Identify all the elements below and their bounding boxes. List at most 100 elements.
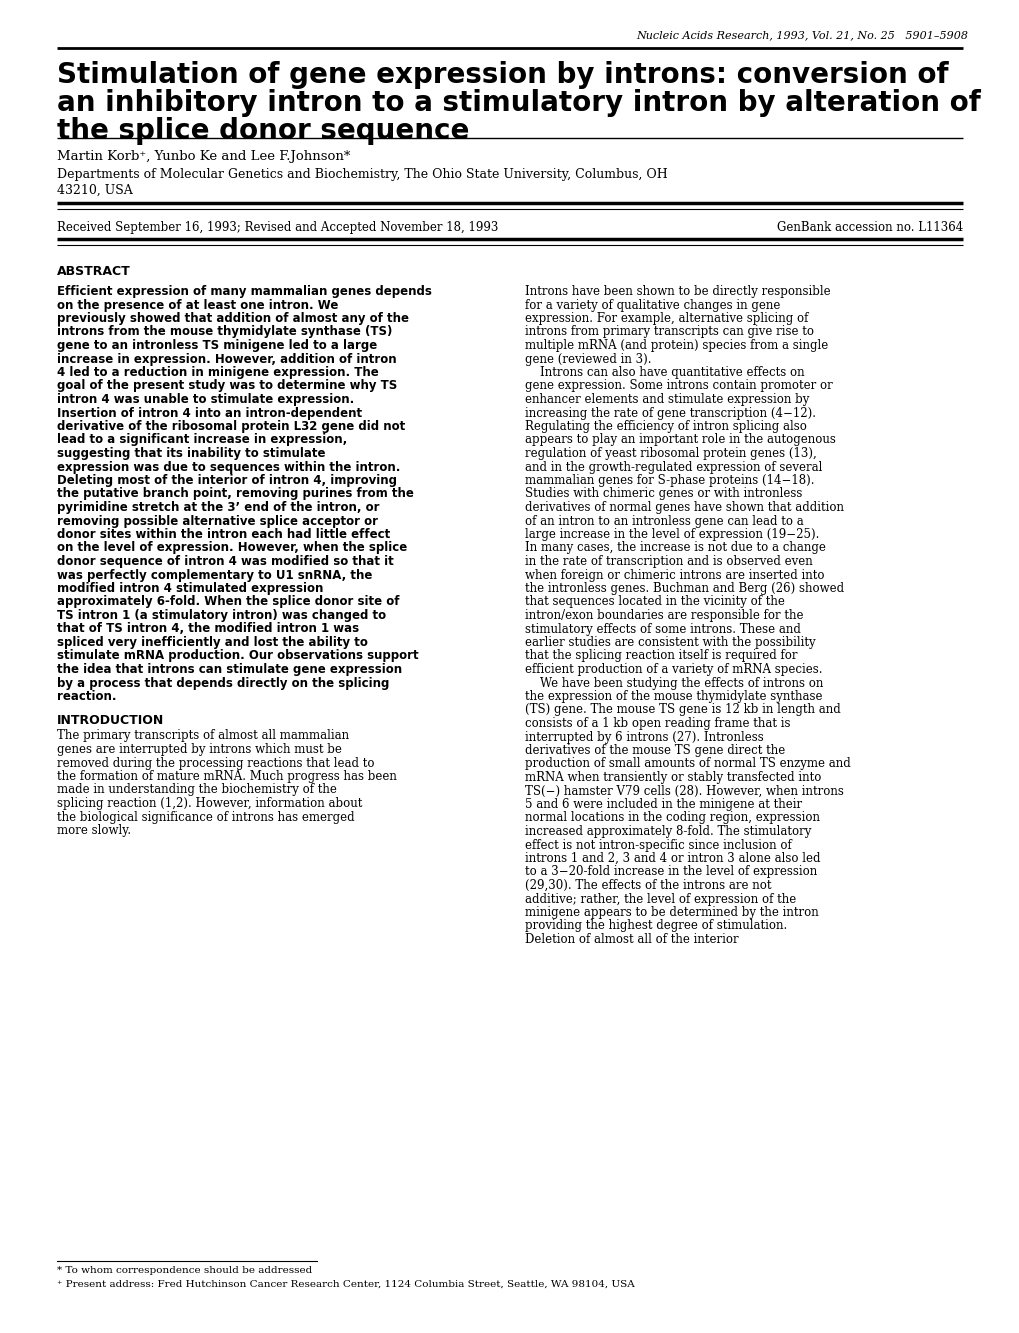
Text: modified intron 4 stimulated expression: modified intron 4 stimulated expression xyxy=(57,583,323,595)
Text: production of small amounts of normal TS enzyme and: production of small amounts of normal TS… xyxy=(525,757,850,770)
Text: The primary transcripts of almost all mammalian: The primary transcripts of almost all ma… xyxy=(57,729,348,742)
Text: Introns can also have quantitative effects on: Introns can also have quantitative effec… xyxy=(525,367,804,379)
Text: made in understanding the biochemistry of the: made in understanding the biochemistry o… xyxy=(57,784,336,797)
Text: the expression of the mouse thymidylate synthase: the expression of the mouse thymidylate … xyxy=(525,690,821,702)
Text: pyrimidine stretch at the 3’ end of the intron, or: pyrimidine stretch at the 3’ end of the … xyxy=(57,501,379,515)
Text: stimulatory effects of some introns. These and: stimulatory effects of some introns. The… xyxy=(525,623,800,636)
Text: increase in expression. However, addition of intron: increase in expression. However, additio… xyxy=(57,352,396,365)
Text: mRNA when transiently or stably transfected into: mRNA when transiently or stably transfec… xyxy=(525,770,820,784)
Text: that the splicing reaction itself is required for: that the splicing reaction itself is req… xyxy=(525,649,797,663)
Text: Regulating the efficiency of intron splicing also: Regulating the efficiency of intron spli… xyxy=(525,420,806,433)
Text: In many cases, the increase is not due to a change: In many cases, the increase is not due t… xyxy=(525,541,825,555)
Text: intron/exon boundaries are responsible for the: intron/exon boundaries are responsible f… xyxy=(525,609,803,623)
Text: TS intron 1 (a stimulatory intron) was changed to: TS intron 1 (a stimulatory intron) was c… xyxy=(57,609,386,623)
Text: 43210, USA: 43210, USA xyxy=(57,184,132,197)
Text: 4 led to a reduction in minigene expression. The: 4 led to a reduction in minigene express… xyxy=(57,367,378,379)
Text: TS(−) hamster V79 cells (28). However, when introns: TS(−) hamster V79 cells (28). However, w… xyxy=(525,785,843,797)
Text: donor sites within the intron each had little effect: donor sites within the intron each had l… xyxy=(57,528,390,541)
Text: gene to an intronless TS minigene led to a large: gene to an intronless TS minigene led to… xyxy=(57,339,377,352)
Text: expression was due to sequences within the intron.: expression was due to sequences within t… xyxy=(57,460,400,473)
Text: the biological significance of introns has emerged: the biological significance of introns h… xyxy=(57,810,355,824)
Text: and in the growth-regulated expression of several: and in the growth-regulated expression o… xyxy=(525,460,821,473)
Text: Nucleic Acids Research, 1993, Vol. 21, No. 25   5901–5908: Nucleic Acids Research, 1993, Vol. 21, N… xyxy=(636,31,967,40)
Text: (29,30). The effects of the introns are not: (29,30). The effects of the introns are … xyxy=(525,878,770,892)
Text: Departments of Molecular Genetics and Biochemistry, The Ohio State University, C: Departments of Molecular Genetics and Bi… xyxy=(57,168,667,181)
Text: lead to a significant increase in expression,: lead to a significant increase in expres… xyxy=(57,433,346,447)
Text: Deletion of almost all of the interior: Deletion of almost all of the interior xyxy=(525,933,738,946)
Text: consists of a 1 kb open reading frame that is: consists of a 1 kb open reading frame th… xyxy=(525,717,790,730)
Text: to a 3−20-fold increase in the level of expression: to a 3−20-fold increase in the level of … xyxy=(525,865,816,878)
Text: was perfectly complementary to U1 snRNA, the: was perfectly complementary to U1 snRNA,… xyxy=(57,568,372,581)
Text: appears to play an important role in the autogenous: appears to play an important role in the… xyxy=(525,433,835,447)
Text: Stimulation of gene expression by introns: conversion of: Stimulation of gene expression by intron… xyxy=(57,61,948,89)
Text: removed during the processing reactions that lead to: removed during the processing reactions … xyxy=(57,757,374,769)
Text: of an intron to an intronless gene can lead to a: of an intron to an intronless gene can l… xyxy=(525,515,803,528)
Text: Efficient expression of many mammalian genes depends: Efficient expression of many mammalian g… xyxy=(57,285,431,299)
Text: derivatives of normal genes have shown that addition: derivatives of normal genes have shown t… xyxy=(525,501,843,515)
Text: Insertion of intron 4 into an intron-dependent: Insertion of intron 4 into an intron-dep… xyxy=(57,407,362,420)
Text: GenBank accession no. L11364: GenBank accession no. L11364 xyxy=(776,221,962,235)
Text: ABSTRACT: ABSTRACT xyxy=(57,265,130,279)
Text: the formation of mature mRNA. Much progress has been: the formation of mature mRNA. Much progr… xyxy=(57,770,396,782)
Text: derivatives of the mouse TS gene direct the: derivatives of the mouse TS gene direct … xyxy=(525,744,785,757)
Text: enhancer elements and stimulate expression by: enhancer elements and stimulate expressi… xyxy=(525,393,809,407)
Text: intron 4 was unable to stimulate expression.: intron 4 was unable to stimulate express… xyxy=(57,393,354,407)
Text: suggesting that its inability to stimulate: suggesting that its inability to stimula… xyxy=(57,447,325,460)
Text: goal of the present study was to determine why TS: goal of the present study was to determi… xyxy=(57,380,396,392)
Text: INTRODUCTION: INTRODUCTION xyxy=(57,713,164,726)
Text: Received September 16, 1993; Revised and Accepted November 18, 1993: Received September 16, 1993; Revised and… xyxy=(57,221,498,235)
Text: derivative of the ribosomal protein L32 gene did not: derivative of the ribosomal protein L32 … xyxy=(57,420,405,433)
Text: previously showed that addition of almost any of the: previously showed that addition of almos… xyxy=(57,312,409,325)
Text: multiple mRNA (and protein) species from a single: multiple mRNA (and protein) species from… xyxy=(525,339,827,352)
Text: normal locations in the coding region, expression: normal locations in the coding region, e… xyxy=(525,812,819,825)
Text: the splice donor sequence: the splice donor sequence xyxy=(57,117,469,145)
Text: that sequences located in the vicinity of the: that sequences located in the vicinity o… xyxy=(525,596,784,608)
Text: minigene appears to be determined by the intron: minigene appears to be determined by the… xyxy=(525,906,818,918)
Text: splicing reaction (1,2). However, information about: splicing reaction (1,2). However, inform… xyxy=(57,797,362,810)
Text: approximately 6-fold. When the splice donor site of: approximately 6-fold. When the splice do… xyxy=(57,596,399,608)
Text: effect is not intron-specific since inclusion of: effect is not intron-specific since incl… xyxy=(525,838,791,852)
Text: earlier studies are consistent with the possibility: earlier studies are consistent with the … xyxy=(525,636,815,649)
Text: * To whom correspondence should be addressed: * To whom correspondence should be addre… xyxy=(57,1266,312,1274)
Text: in the rate of transcription and is observed even: in the rate of transcription and is obse… xyxy=(525,555,812,568)
Text: for a variety of qualitative changes in gene: for a variety of qualitative changes in … xyxy=(525,299,780,312)
Text: introns 1 and 2, 3 and 4 or intron 3 alone also led: introns 1 and 2, 3 and 4 or intron 3 alo… xyxy=(525,852,819,865)
Text: providing the highest degree of stimulation.: providing the highest degree of stimulat… xyxy=(525,920,787,933)
Text: donor sequence of intron 4 was modified so that it: donor sequence of intron 4 was modified … xyxy=(57,555,393,568)
Text: the intronless genes. Buchman and Berg (26) showed: the intronless genes. Buchman and Berg (… xyxy=(525,583,844,595)
Text: 5 and 6 were included in the minigene at their: 5 and 6 were included in the minigene at… xyxy=(525,798,801,810)
Text: on the level of expression. However, when the splice: on the level of expression. However, whe… xyxy=(57,541,407,555)
Text: large increase in the level of expression (19−25).: large increase in the level of expressio… xyxy=(525,528,818,541)
Text: on the presence of at least one intron. We: on the presence of at least one intron. … xyxy=(57,299,338,312)
Text: by a process that depends directly on the splicing: by a process that depends directly on th… xyxy=(57,677,389,689)
Text: gene (reviewed in 3).: gene (reviewed in 3). xyxy=(525,352,651,365)
Text: additive; rather, the level of expression of the: additive; rather, the level of expressio… xyxy=(525,893,796,905)
Text: genes are interrupted by introns which must be: genes are interrupted by introns which m… xyxy=(57,742,341,756)
Text: (TS) gene. The mouse TS gene is 12 kb in length and: (TS) gene. The mouse TS gene is 12 kb in… xyxy=(525,704,840,717)
Text: expression. For example, alternative splicing of: expression. For example, alternative spl… xyxy=(525,312,808,325)
Text: the idea that introns can stimulate gene expression: the idea that introns can stimulate gene… xyxy=(57,663,401,676)
Text: spliced very inefficiently and lost the ability to: spliced very inefficiently and lost the … xyxy=(57,636,368,649)
Text: stimulate mRNA production. Our observations support: stimulate mRNA production. Our observati… xyxy=(57,649,418,663)
Text: gene expression. Some introns contain promoter or: gene expression. Some introns contain pr… xyxy=(525,380,832,392)
Text: introns from primary transcripts can give rise to: introns from primary transcripts can giv… xyxy=(525,325,813,339)
Text: mammalian genes for S-phase proteins (14−18).: mammalian genes for S-phase proteins (14… xyxy=(525,475,814,487)
Text: reaction.: reaction. xyxy=(57,690,116,702)
Text: introns from the mouse thymidylate synthase (TS): introns from the mouse thymidylate synth… xyxy=(57,325,392,339)
Text: increasing the rate of gene transcription (4−12).: increasing the rate of gene transcriptio… xyxy=(525,407,815,420)
Text: increased approximately 8-fold. The stimulatory: increased approximately 8-fold. The stim… xyxy=(525,825,810,838)
Text: Introns have been shown to be directly responsible: Introns have been shown to be directly r… xyxy=(525,285,829,299)
Text: removing possible alternative splice acceptor or: removing possible alternative splice acc… xyxy=(57,515,378,528)
Text: interrupted by 6 introns (27). Intronless: interrupted by 6 introns (27). Intronles… xyxy=(525,730,763,744)
Text: Studies with chimeric genes or with intronless: Studies with chimeric genes or with intr… xyxy=(525,488,802,500)
Text: ⁺ Present address: Fred Hutchinson Cancer Research Center, 1124 Columbia Street,: ⁺ Present address: Fred Hutchinson Cance… xyxy=(57,1280,634,1289)
Text: regulation of yeast ribosomal protein genes (13),: regulation of yeast ribosomal protein ge… xyxy=(525,447,816,460)
Text: Deleting most of the interior of intron 4, improving: Deleting most of the interior of intron … xyxy=(57,475,396,487)
Text: the putative branch point, removing purines from the: the putative branch point, removing puri… xyxy=(57,488,414,500)
Text: Martin Korb⁺, Yunbo Ke and Lee F.Johnson*: Martin Korb⁺, Yunbo Ke and Lee F.Johnson… xyxy=(57,151,351,163)
Text: an inhibitory intron to a stimulatory intron by alteration of: an inhibitory intron to a stimulatory in… xyxy=(57,89,980,117)
Text: when foreign or chimeric introns are inserted into: when foreign or chimeric introns are ins… xyxy=(525,568,823,581)
Text: efficient production of a variety of mRNA species.: efficient production of a variety of mRN… xyxy=(525,663,821,676)
Text: more slowly.: more slowly. xyxy=(57,824,131,837)
Text: that of TS intron 4, the modified intron 1 was: that of TS intron 4, the modified intron… xyxy=(57,623,359,636)
